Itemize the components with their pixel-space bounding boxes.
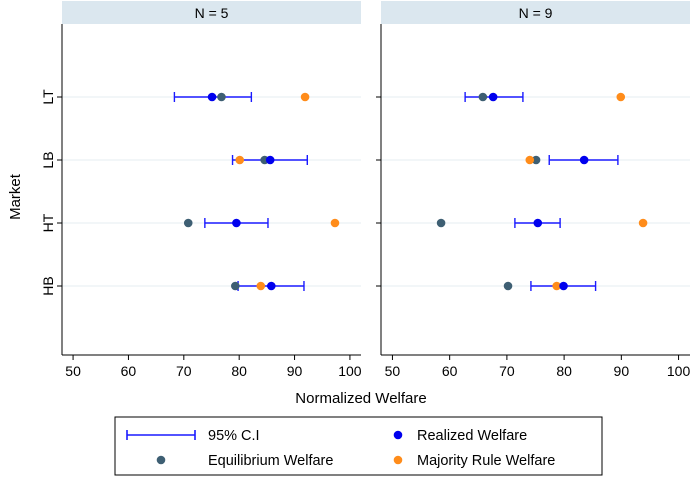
y-tick-label: LB [40,151,56,168]
panel-header [381,1,690,24]
x-tick-label: 100 [338,363,362,379]
x-tick-label: 50 [385,363,401,379]
majority-point [330,218,340,228]
x-tick-label: 50 [65,363,81,379]
y-tick-label: HT [40,213,56,232]
equilibrium-point [217,92,226,102]
legend-equilibrium-label: Equilibrium Welfare [208,453,333,469]
realized-point [207,92,217,102]
realized-point [559,281,568,291]
y-tick-label: HB [40,276,56,295]
legend-realized-label: Realized Welfare [417,428,527,444]
legend-ci-symbol [126,430,196,440]
realized-point [267,281,276,291]
x-tick-label: 100 [667,363,690,379]
equilibrium-point [478,92,488,102]
realized-point [232,218,241,228]
realized-point [533,218,543,228]
legend-box [114,416,603,476]
y-tick-label: LT [40,89,56,105]
panel-2: N = 9 50 60 70 80 90 100 [376,1,690,379]
legend-majority-marker [393,455,403,465]
majority-point [235,155,245,165]
legend-ci-label: 95% C.I [208,428,260,444]
equilibrium-point [531,155,541,165]
panel-title: N = 5 [195,5,229,21]
panel-header [62,1,361,24]
majority-point [256,281,266,291]
x-tick-label: 70 [176,363,192,379]
x-axis-label: Normalized Welfare [295,390,426,407]
majority-point [525,155,535,165]
majority-point [638,218,648,228]
realized-point [265,155,275,165]
panel-title: N = 9 [519,5,553,21]
legend-realized-marker [393,430,403,440]
y-axis-label: Market [7,173,24,220]
panels: N = 5 50 60 70 80 90 100 LT LB HT HB N = 9 50 60 70 80 9… [40,1,690,379]
majority-point [552,281,561,291]
realized-point [579,155,589,165]
x-tick-label: 70 [499,363,515,379]
equilibrium-point [503,281,513,291]
legend-majority-label: Majority Rule Welfare [417,453,555,469]
panel-1: N = 5 50 60 70 80 90 100 LT LB HT HB [40,1,362,379]
x-tick-label: 80 [556,363,572,379]
x-tick-label: 90 [287,363,303,379]
realized-point [488,92,498,102]
x-tick-label: 60 [442,363,458,379]
legend: 95% C.I Realized Welfare Equilibrium Wel… [114,416,603,476]
x-tick-label: 90 [614,363,630,379]
equilibrium-point [231,281,240,291]
majority-point [300,92,310,102]
x-tick-label: 80 [231,363,247,379]
equilibrium-point [436,218,446,228]
legend-equilibrium-marker [156,455,166,465]
majority-point [616,92,626,102]
equilibrium-point [183,218,193,228]
x-tick-label: 60 [121,363,137,379]
